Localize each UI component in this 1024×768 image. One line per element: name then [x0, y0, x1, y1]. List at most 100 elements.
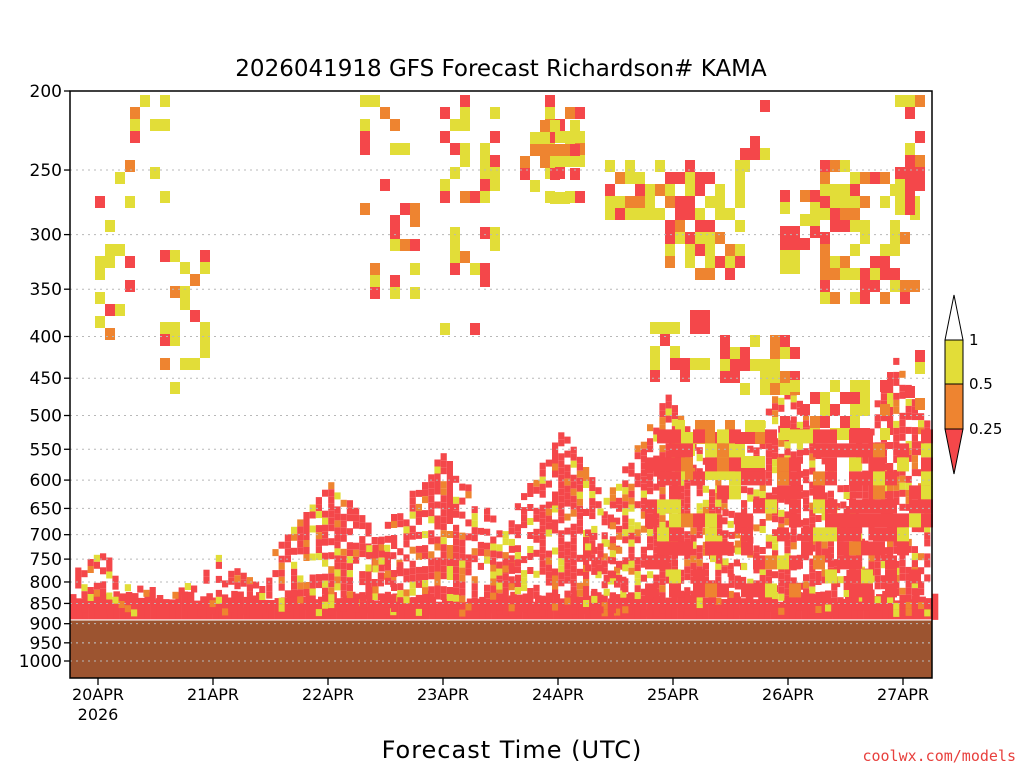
heatmap-cell [745, 456, 755, 468]
heatmap-cell [76, 598, 83, 620]
heatmap-cell [753, 447, 760, 455]
heatmap-cell [403, 568, 410, 576]
heatmap-cell [625, 196, 635, 208]
heatmap-cell [911, 469, 918, 477]
heatmap-cell [575, 155, 585, 167]
heatmap-cell [653, 427, 660, 435]
heatmap-cell [745, 432, 755, 444]
heatmap-cell [297, 533, 304, 541]
heatmap-cell [384, 607, 391, 615]
heatmap-cell [830, 268, 840, 280]
heatmap-cell [160, 250, 170, 262]
heatmap-cell [490, 107, 500, 119]
heatmap-cell [728, 510, 735, 518]
heatmap-cell [440, 488, 447, 496]
heatmap-cell [565, 107, 575, 119]
heatmap-cell [240, 579, 247, 587]
heatmap-cell [905, 167, 915, 179]
heatmap-cell [850, 184, 860, 196]
heatmap-cell [740, 383, 750, 395]
heatmap-cell [453, 538, 460, 546]
heatmap-cell [784, 581, 791, 589]
heatmap-cell [897, 527, 909, 542]
heatmap-cell [924, 525, 931, 533]
heatmap-cell [849, 513, 861, 528]
heatmap-cell [735, 244, 745, 256]
heatmap-cell [765, 583, 777, 598]
heatmap-cell [796, 407, 803, 415]
heatmap-cell [734, 526, 741, 534]
heatmap-cell [115, 172, 125, 184]
heatmap-cell [873, 499, 885, 514]
heatmap-cell [921, 513, 933, 528]
heatmap-cell [670, 358, 680, 370]
heatmap-cell [809, 586, 816, 594]
heatmap-cell [564, 485, 571, 493]
heatmap-cell [440, 565, 447, 573]
heatmap-cell [705, 432, 715, 444]
heatmap-cell [790, 416, 797, 424]
heatmap-cell [428, 565, 435, 573]
heatmap-cell [521, 507, 528, 515]
heatmap-cell [905, 203, 915, 215]
heatmap-cell [885, 527, 897, 542]
heatmap-cell [113, 591, 120, 620]
heatmap-cell [545, 95, 555, 107]
heatmap-cell [278, 576, 285, 584]
heatmap-cell [880, 393, 887, 401]
heatmap-cell [750, 136, 760, 148]
heatmap-cell [105, 244, 115, 256]
heatmap-cell [527, 546, 534, 553]
heatmap-cell [360, 601, 367, 609]
heatmap-cell [87, 587, 94, 594]
credit-text: coolwx.com/models [862, 747, 1016, 765]
heatmap-cell [409, 560, 416, 568]
heatmap-cell [616, 497, 623, 505]
heatmap-cell [813, 485, 825, 500]
heatmap-cell [366, 594, 373, 602]
heatmap-cell [803, 574, 810, 582]
heatmap-cell [893, 406, 900, 414]
heatmap-cell [678, 590, 685, 598]
heatmap-cell [583, 572, 590, 579]
heatmap-cell [490, 227, 500, 239]
heatmap-cell [693, 513, 705, 528]
heatmap-cell [434, 522, 441, 530]
heatmap-cell [303, 540, 310, 547]
heatmap-cell [603, 588, 610, 596]
heatmap-cell [753, 499, 765, 514]
heatmap-cell [759, 575, 766, 582]
heatmap-cell [840, 428, 850, 440]
heatmap-cell [365, 571, 372, 579]
heatmap-cell [200, 262, 210, 274]
colorbar-segment [944, 339, 964, 385]
heatmap-cell [628, 560, 635, 568]
heatmap-cell [905, 475, 912, 483]
heatmap-cell [820, 196, 830, 208]
heatmap-cell [765, 555, 777, 570]
heatmap-cell [328, 496, 335, 504]
heatmap-cell [825, 429, 837, 444]
heatmap-cell [545, 564, 552, 572]
heatmap-cell [803, 518, 810, 526]
heatmap-cell [850, 244, 860, 256]
heatmap-cell [640, 525, 647, 533]
heatmap-cell [490, 179, 500, 191]
heatmap-cell [576, 526, 583, 534]
heatmap-cell [545, 529, 552, 537]
heatmap-cell [862, 596, 869, 604]
heatmap-cell [860, 404, 870, 416]
heatmap-cell [521, 570, 528, 578]
heatmap-cell [589, 540, 596, 548]
heatmap-cell [709, 601, 716, 609]
heatmap-cell [696, 594, 703, 602]
heatmap-cell [533, 486, 540, 494]
heatmap-cell [909, 569, 921, 584]
heatmap-cell [440, 572, 447, 580]
heatmap-cell [715, 184, 725, 196]
heatmap-cell [527, 490, 534, 497]
heatmap-cell [626, 607, 633, 615]
heatmap-cell [530, 144, 540, 156]
heatmap-cell [150, 167, 160, 179]
heatmap-cell [434, 543, 441, 551]
